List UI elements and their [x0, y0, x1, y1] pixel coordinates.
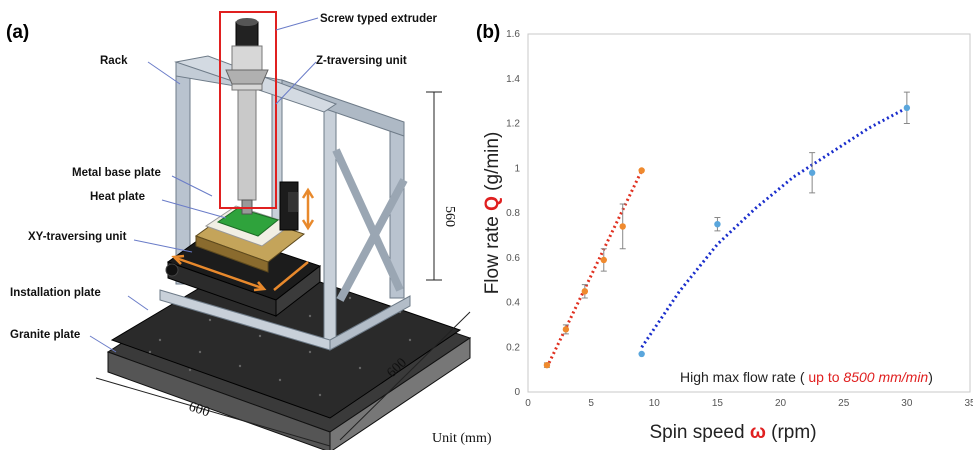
- callout-screw-extruder: Screw typed extruder: [320, 13, 437, 25]
- data-point: [903, 104, 911, 112]
- x-tick-label: 20: [775, 398, 787, 409]
- callout-metal-base: Metal base plate: [72, 167, 161, 179]
- y-tick-label: 1.6: [506, 29, 520, 40]
- dimension-lines: [95, 91, 471, 447]
- chart-annotation: High max flow rate ( up to 8500 mm/min): [680, 369, 933, 385]
- dimension-height: 560: [442, 206, 457, 227]
- x-tick-label: 30: [901, 398, 913, 409]
- x-tick-label: 35: [964, 398, 973, 409]
- callout-leaders: [89, 17, 319, 353]
- x-tick-labels: 0 5 10 15 20 25 30 35: [525, 398, 973, 409]
- callout-rack: Rack: [100, 55, 128, 67]
- y-tick-label: 0.8: [506, 208, 520, 219]
- y-tick-label: 0.4: [506, 298, 520, 309]
- data-point: [808, 169, 816, 176]
- x-tick-label: 10: [649, 398, 661, 409]
- y-axis-title: Flow rate Q (g/min): [482, 132, 503, 295]
- y-tick-label: 1.2: [506, 119, 520, 130]
- callout-granite-plate: Granite plate: [10, 329, 80, 341]
- plot-frame: [527, 33, 971, 393]
- x-tick-label: 15: [712, 398, 724, 409]
- figure-a: (a): [6, 11, 492, 450]
- callout-installation-plate: Installation plate: [10, 287, 101, 299]
- dimension-width: 600: [187, 400, 212, 421]
- data-point: [638, 350, 645, 358]
- trend-line-0: [545, 169, 644, 369]
- trend-lines: [545, 106, 908, 369]
- data-point: [714, 220, 721, 228]
- dimension-unit: Unit (mm): [432, 431, 492, 446]
- panel-a-label: (a): [6, 22, 29, 43]
- y-tick-label: 0: [514, 387, 520, 398]
- figure-b: (b) 0 0.2 0.4 0.6 0.8 1 1.2 1.4 1.6 0 5 10 15 20 25 30…: [476, 22, 973, 443]
- callout-xy-unit: XY-traversing unit: [28, 231, 127, 243]
- trend-line-1: [640, 106, 908, 349]
- data-point: [619, 223, 626, 230]
- y-tick-label: 1.4: [506, 74, 520, 85]
- x-tick-label: 5: [588, 398, 594, 409]
- printer-illustration: [106, 11, 472, 450]
- callout-heat-plate: Heat plate: [90, 191, 145, 203]
- data-point: [562, 326, 570, 333]
- data-point: [600, 256, 607, 264]
- x-tick-label: 0: [525, 398, 531, 409]
- x-axis-title: Spin speed ω (rpm): [649, 422, 816, 443]
- y-tick-label: 0.2: [506, 342, 520, 353]
- y-tick-labels: 0 0.2 0.4 0.6 0.8 1 1.2 1.4 1.6: [506, 29, 520, 398]
- y-tick-label: 1: [514, 163, 520, 174]
- data-point: [543, 361, 551, 369]
- data-point: [638, 167, 645, 174]
- callout-z-unit: Z-traversing unit: [316, 55, 407, 67]
- data-points: [543, 91, 911, 369]
- data-point: [581, 288, 589, 295]
- x-tick-label: 25: [838, 398, 850, 409]
- panel-b-label: (b): [476, 22, 500, 43]
- y-tick-label: 0.6: [506, 253, 520, 264]
